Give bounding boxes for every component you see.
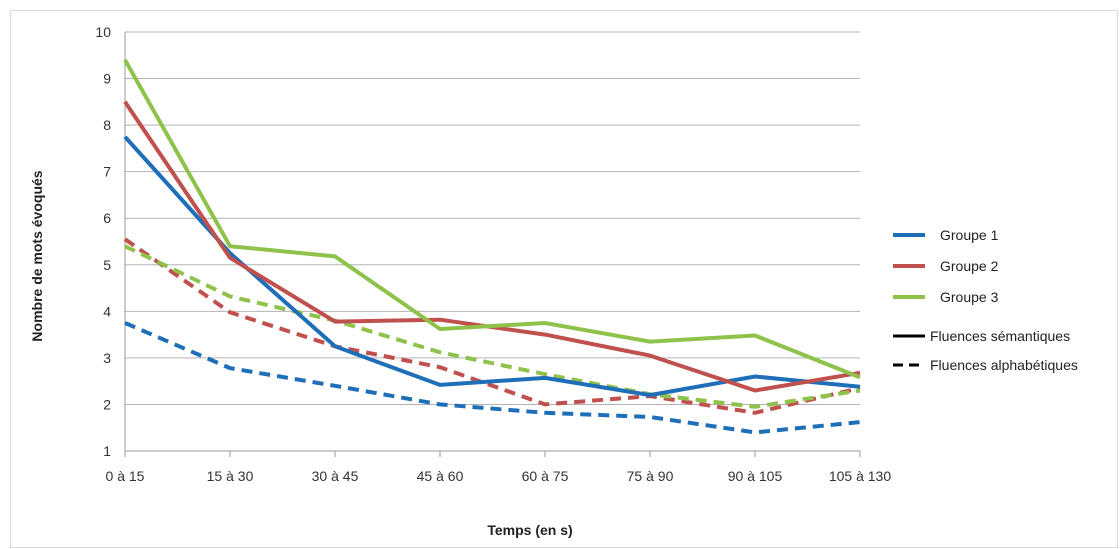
x-tick-label: 60 à 75: [522, 468, 569, 484]
y-tick-label: 6: [103, 210, 111, 226]
grid-lines: [125, 31, 860, 405]
y-tick-label: 7: [103, 164, 111, 180]
legend-label-solid: Fluences sémantiques: [930, 328, 1070, 344]
y-tick-label: 2: [103, 396, 111, 412]
x-tick-label: 90 à 105: [728, 468, 783, 484]
y-tick-label: 5: [103, 257, 111, 273]
legend-label-group-3: Groupe 3: [940, 289, 999, 305]
legend-label-group-2: Groupe 2: [940, 258, 999, 274]
series-group2-fluences-alphabetiques-line: [123, 237, 861, 415]
x-tick-labels: 0 à 15 15 à 30 30 à 45 45 à 60 60 à 75 75 à 9…: [106, 468, 892, 484]
x-tick-label: 105 à 130: [829, 468, 891, 484]
y-axis-title: Nombre de mots évoqués: [29, 170, 45, 341]
axes: [124, 32, 861, 457]
y-tick-label: 9: [103, 71, 111, 87]
y-tick-labels: 1 2 3 4 5 6 7 8 9 10: [95, 24, 111, 459]
y-tick-label: 4: [103, 303, 111, 319]
series-group3-fluences-alphabetiques-line: [124, 244, 861, 409]
x-tick-label: 75 à 90: [627, 468, 674, 484]
legend: Groupe 1 Groupe 2 Groupe 3 Fluences sémanti…: [893, 227, 1078, 373]
series-group3-fluences-semantiques-line: [123, 58, 861, 380]
legend-label-dashed: Fluences alphabétiques: [930, 357, 1078, 373]
series-group1-fluences-semantiques-line: [123, 135, 861, 398]
series-group1-fluences-alphabetiques-line: [124, 321, 861, 435]
x-tick-label: 0 à 15: [106, 468, 145, 484]
x-axis-title: Temps (en s): [487, 522, 572, 538]
y-tick-label: 8: [103, 117, 111, 133]
y-tick-label: 10: [95, 24, 111, 40]
x-tick-label: 45 à 60: [417, 468, 464, 484]
y-tick-label: 3: [103, 350, 111, 366]
series-lines: [123, 58, 861, 435]
legend-label-group-1: Groupe 1: [940, 227, 999, 243]
x-tick-label: 30 à 45: [312, 468, 359, 484]
y-tick-label: 1: [103, 443, 111, 459]
x-tick-label: 15 à 30: [207, 468, 254, 484]
